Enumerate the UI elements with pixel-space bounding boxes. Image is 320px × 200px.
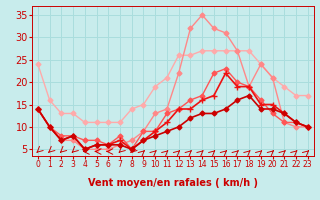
X-axis label: Vent moyen/en rafales ( km/h ): Vent moyen/en rafales ( km/h ) <box>88 178 258 188</box>
